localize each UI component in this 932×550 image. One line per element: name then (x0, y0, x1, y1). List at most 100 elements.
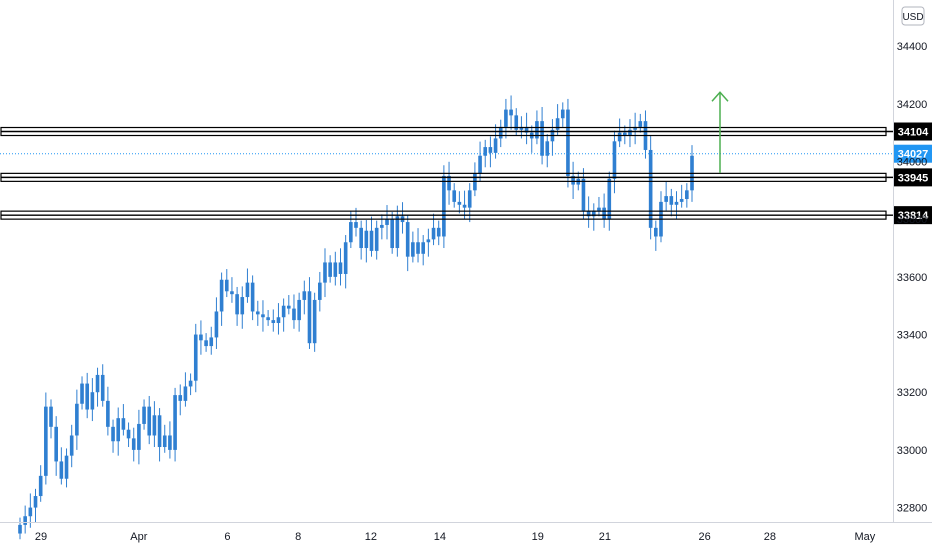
candle[interactable] (447, 161, 451, 205)
candle[interactable] (302, 280, 307, 315)
candle[interactable] (426, 228, 431, 257)
candle[interactable] (390, 211, 394, 254)
candle[interactable] (416, 228, 420, 263)
candle[interactable] (462, 190, 467, 220)
candle[interactable] (654, 220, 658, 251)
candle[interactable] (261, 300, 265, 332)
currency-button[interactable]: USD (901, 6, 925, 26)
candle[interactable] (173, 387, 177, 462)
price-axis[interactable]: 32800 33000 33200 33400 33600 33800 34000 34200… (897, 41, 928, 514)
target-arrow[interactable] (711, 91, 729, 174)
candle[interactable] (493, 124, 498, 159)
candle[interactable] (147, 395, 152, 445)
candle[interactable] (622, 125, 627, 145)
candle[interactable] (276, 303, 281, 335)
candle[interactable] (452, 183, 457, 208)
candle[interactable] (648, 135, 653, 240)
candle[interactable] (95, 367, 100, 407)
candle[interactable] (100, 364, 105, 407)
candle[interactable] (126, 422, 131, 448)
candle[interactable] (591, 203, 596, 231)
candle[interactable] (318, 271, 322, 312)
candle[interactable] (38, 465, 43, 502)
candle[interactable] (586, 196, 591, 228)
candle[interactable] (411, 231, 415, 263)
candle[interactable] (137, 409, 141, 465)
candle[interactable] (431, 213, 436, 246)
candle[interactable] (560, 102, 565, 127)
candle[interactable] (498, 119, 503, 148)
candle[interactable] (193, 323, 198, 393)
candle[interactable] (607, 171, 612, 231)
candle[interactable] (307, 277, 312, 349)
candle[interactable] (209, 326, 214, 355)
candle[interactable] (359, 220, 363, 260)
candle[interactable] (597, 196, 601, 217)
support-resistance-level[interactable]: 33814 (0, 206, 932, 225)
candle[interactable] (457, 191, 462, 214)
candle[interactable] (566, 98, 570, 188)
candle[interactable] (131, 427, 136, 462)
candle[interactable] (669, 188, 674, 217)
candle[interactable] (545, 134, 550, 168)
candle[interactable] (54, 416, 58, 476)
candle[interactable] (80, 376, 84, 410)
candle[interactable] (240, 286, 245, 329)
candle[interactable] (90, 378, 95, 422)
candle[interactable] (473, 162, 477, 197)
candle[interactable] (612, 130, 617, 194)
candle[interactable] (250, 275, 255, 321)
candle[interactable] (64, 448, 69, 488)
candle[interactable] (659, 191, 663, 243)
candle[interactable] (188, 373, 193, 396)
candle[interactable] (69, 424, 74, 468)
candle[interactable] (266, 310, 270, 326)
candle[interactable] (643, 110, 648, 159)
time-axis[interactable]: 29 Apr 6 8 12 14 19 21 26 28 May (35, 531, 876, 543)
candle[interactable] (380, 214, 384, 240)
candle[interactable] (395, 205, 400, 257)
candle[interactable] (478, 141, 482, 182)
candle[interactable] (219, 272, 224, 326)
candle[interactable] (349, 211, 353, 249)
candle[interactable] (18, 517, 22, 540)
candle[interactable] (23, 505, 27, 534)
candle[interactable] (504, 98, 508, 139)
candle[interactable] (509, 95, 513, 130)
candle[interactable] (312, 292, 317, 352)
candle[interactable] (633, 112, 637, 145)
candle[interactable] (385, 205, 389, 240)
candle[interactable] (333, 251, 338, 286)
candle[interactable] (59, 447, 64, 485)
candle[interactable] (33, 488, 38, 522)
candle[interactable] (628, 119, 632, 148)
candle[interactable] (374, 220, 379, 260)
candle[interactable] (271, 309, 276, 332)
candle[interactable] (421, 235, 426, 266)
candle[interactable] (328, 255, 332, 283)
candle[interactable] (230, 277, 234, 303)
candle[interactable] (142, 399, 146, 430)
candle[interactable] (157, 408, 162, 462)
candle[interactable] (571, 161, 575, 199)
candle[interactable] (550, 119, 555, 156)
candle[interactable] (369, 216, 374, 257)
candle[interactable] (178, 384, 183, 416)
candle[interactable] (529, 125, 534, 153)
candle[interactable] (286, 295, 291, 315)
candle[interactable] (111, 419, 115, 453)
candle[interactable] (442, 165, 446, 249)
candle[interactable] (168, 421, 172, 459)
candle[interactable] (214, 297, 219, 349)
candle[interactable] (255, 300, 260, 326)
candle[interactable] (436, 220, 441, 246)
candle[interactable] (617, 118, 622, 148)
support-resistance-level[interactable]: 34104 (0, 122, 932, 141)
candle[interactable] (524, 112, 529, 145)
candle[interactable] (121, 404, 126, 436)
candle[interactable] (400, 202, 405, 234)
support-resistance-level[interactable]: 33945 (0, 168, 932, 187)
candle[interactable] (679, 184, 684, 208)
candle[interactable] (106, 386, 110, 436)
candle[interactable] (323, 248, 327, 298)
